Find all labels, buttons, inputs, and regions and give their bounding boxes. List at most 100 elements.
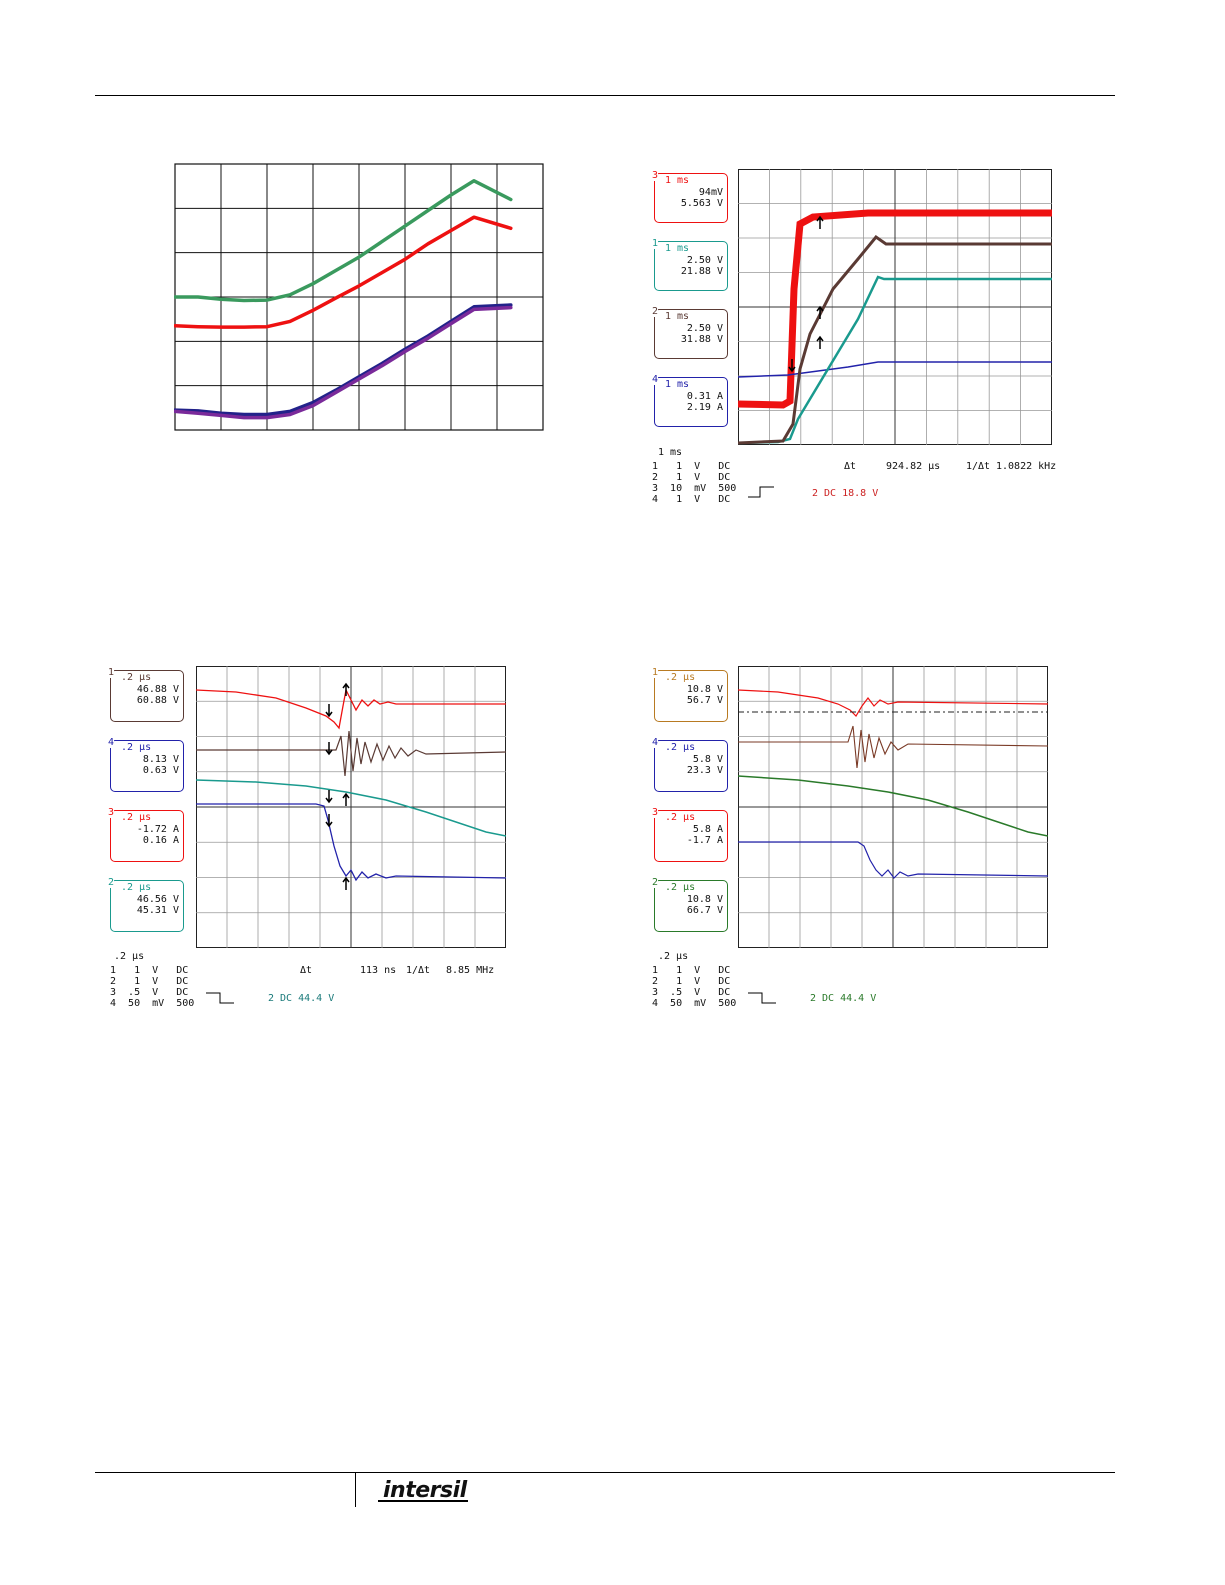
channel-value-2: 0.63 V: [142, 765, 179, 776]
channel-value-2: 66.7 V: [686, 905, 723, 916]
scope-grid: [738, 666, 1048, 948]
channel-timebase: .2 μs: [121, 742, 152, 753]
cursor-arrow-6: [325, 814, 333, 828]
logo-underline: [378, 1500, 468, 1502]
channel-value-2: 31.88 V: [680, 334, 723, 345]
trace-ch4-blue: [738, 361, 1052, 378]
cursor-arrow-2: [816, 215, 824, 229]
channel-readout-4: 4 1 ms 0.31 A 2.19 A: [652, 375, 728, 427]
channel-readout-2: 2 .2 μs 46.56 V 45.31 V: [108, 878, 184, 932]
cursor-arrow-3: [325, 742, 333, 756]
trace-ch4-blue: [738, 841, 1048, 879]
trace-ch3-red: [196, 687, 506, 730]
channel-value-2: 56.7 V: [686, 695, 723, 706]
freq-label: 1/Δt: [966, 461, 991, 472]
trace-ch2-green: [738, 775, 1048, 837]
trace-ch4-blue: [196, 803, 506, 882]
freq-label: 1/Δt: [406, 965, 431, 976]
channel-value-2: -1.7 A: [686, 835, 723, 846]
channel-timebase: 1 ms: [665, 311, 690, 322]
channel-timebase: .2 μs: [665, 672, 696, 683]
channel-readout-3: 3 .2 μs 5.8 A -1.7 A: [652, 807, 728, 862]
scope-channel-row-4: 4 1 V DC: [652, 494, 731, 505]
scope-grid: [196, 666, 506, 948]
channel-value-2: 45.31 V: [136, 905, 179, 916]
scope-channel-row-1: 1 1 V DC: [652, 965, 731, 976]
channel-timebase: .2 μs: [121, 882, 152, 893]
channel-readout-1: 1 .2 μs 46.88 V 60.88 V: [108, 667, 184, 722]
channel-timebase: .2 μs: [665, 812, 696, 823]
freq-value: 8.85 MHz: [446, 965, 495, 976]
trigger-edge-icon: [748, 992, 776, 1004]
footer-divider: [355, 1472, 356, 1507]
figure-4-scope: 1.2 μs 10.8 V 56.7 V 4.2 μs 5.8 V 23.3 V 3 .2 μ…: [648, 660, 1058, 1022]
channel-readout-1: 1 .2 μs 10.8 V 56.7 V: [652, 668, 728, 722]
channel-number: 2: [652, 877, 659, 888]
trigger-edge-icon: [748, 486, 774, 498]
channel-readout-3: 3 .2 μs -1.72 A 0.16 A: [108, 807, 184, 862]
series-line-purple: [174, 305, 513, 420]
figure-1-line-chart: [174, 163, 544, 431]
scope-channel-row-3: 3 10 mV 500: [652, 483, 737, 494]
series-line-red: [174, 215, 513, 329]
channel-timebase: 1 ms: [665, 175, 690, 186]
channel-number: 3: [108, 807, 115, 818]
channel-number: 1: [108, 667, 115, 678]
trace-ch2-brown: [738, 234, 1052, 445]
channel-timebase: .2 μs: [665, 882, 696, 893]
scope-channel-row-3: 3 .5 V DC: [652, 987, 731, 998]
cursor-arrow-7: [342, 876, 350, 890]
channel-value-1: 8.13 V: [142, 753, 179, 765]
channel-value-2: 2.19 A: [686, 402, 723, 413]
cursor-arrow-1: [788, 359, 796, 373]
cursor-arrow-5: [342, 792, 350, 806]
channel-readout-4: 4 .2 μs 5.8 V 23.3 V: [652, 737, 728, 792]
series-line-green: [174, 179, 513, 303]
scope-grid: [738, 169, 1052, 445]
channel-value-1: 2.50 V: [686, 322, 723, 334]
scope-channel-row-2: 2 1 V DC: [110, 976, 189, 987]
cursor-arrow-4: [325, 790, 333, 804]
scope-timebase: .2 μs: [114, 951, 145, 962]
channel-value-2: 21.88 V: [680, 266, 723, 277]
channel-readout-2: 2 1 ms 2.50 V 31.88 V: [652, 306, 728, 359]
channel-value-2: 0.16 A: [142, 835, 179, 846]
header-rule: [95, 95, 1115, 96]
scope-channel-row-3: 3 .5 V DC: [110, 987, 189, 998]
trace-ch1-brown: [738, 725, 1048, 769]
scope-channel-row-2: 2 1 V DC: [652, 976, 731, 987]
channel-value-1: -1.72 A: [136, 823, 179, 835]
channel-readout-4: 4 .2 μs 8.13 V 0.63 V: [108, 738, 184, 792]
channel-value-1: 46.88 V: [136, 683, 179, 695]
delta-t-value: 924.82 μs: [886, 461, 941, 472]
channel-readout-3: 3 1 ms 94mV 5.563 V: [652, 171, 728, 223]
cursor-arrow-2: [342, 682, 350, 696]
scope-timebase: .2 μs: [658, 951, 689, 962]
scope-channel-row-4: 4 50 mV 500: [110, 998, 195, 1009]
channel-timebase: .2 μs: [121, 812, 152, 823]
cursor-arrow-4: [816, 305, 824, 319]
channel-number: 3: [652, 807, 659, 818]
delta-t-label: Δt: [844, 461, 857, 472]
trigger-setting: 2 DC 44.4 V: [268, 993, 335, 1004]
trace-ch1-brown: [196, 730, 506, 777]
channel-timebase: .2 μs: [121, 672, 152, 683]
intersil-logo: intersil: [383, 1478, 467, 1503]
trace-ch3-red: [738, 209, 1052, 409]
scope-channel-row-1: 1 1 V DC: [110, 965, 189, 976]
delta-t-label: Δt: [300, 965, 313, 976]
series-line-blue: [174, 303, 513, 417]
delta-t-value: 113 ns: [360, 965, 397, 976]
channel-number: 4: [652, 737, 659, 748]
channel-number: 2: [652, 306, 659, 317]
trace-ch2-teal: [196, 779, 506, 837]
scope-timebase: 1 ms: [658, 447, 683, 458]
trigger-edge-icon: [206, 992, 234, 1004]
freq-value: 1.0822 kHz: [996, 461, 1057, 472]
channel-value-1: 10.8 V: [686, 893, 723, 905]
channel-value-1: 46.56 V: [136, 893, 179, 905]
channel-value-1: 0.31 A: [686, 390, 723, 402]
cursor-arrow-3: [816, 335, 824, 349]
